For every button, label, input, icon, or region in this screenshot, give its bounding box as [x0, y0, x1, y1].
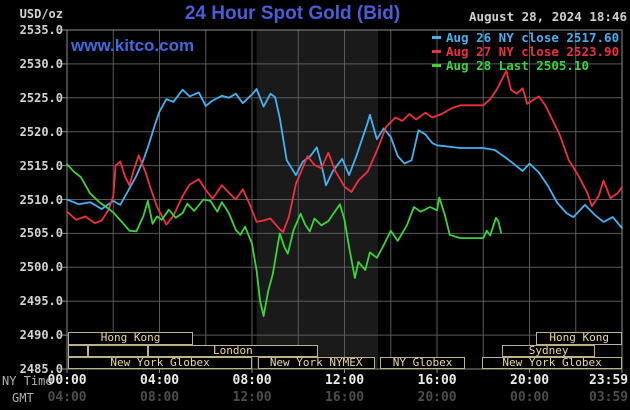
session-box-ny-globex: NY Globex [380, 356, 465, 369]
legend-item: Aug 26 NY close 2517.60 [432, 31, 619, 45]
session-box-new-york-globex: New York Globex [482, 356, 622, 369]
session-box-new-york-nymex: New York NYMEX [257, 356, 375, 369]
gmt-label: GMT [12, 391, 34, 405]
xtick-gmt-label: 03:59 [589, 390, 629, 405]
kitco-watermark-link[interactable]: www.kitco.com [71, 36, 195, 55]
session-box [68, 344, 88, 357]
y-tick-label: 2515.0 [19, 158, 63, 173]
legend-text: Aug 26 NY close 2517.60 [446, 30, 620, 45]
xtick-gmt-label: 00:00 [510, 390, 550, 405]
y-tick-label: 2500.0 [19, 260, 63, 275]
page-title: 24 Hour Spot Gold (Bid) [184, 3, 401, 24]
xtick-ny-label: 04:00 [140, 373, 180, 388]
xtick-ny-label: 16:00 [417, 373, 457, 388]
y-tick-label: 2535.0 [19, 23, 63, 37]
xtick-ny-label: 00:00 [47, 373, 87, 388]
y-tick-label: 2490.0 [19, 328, 63, 343]
xtick-ny-label: 08:00 [232, 373, 272, 388]
legend-text: Aug 27 NY close 2523.90 [446, 44, 620, 59]
usd-oz-label: USD/oz [19, 7, 63, 21]
legend-item: Aug 27 NY close 2523.90 [432, 45, 619, 59]
session-box-sydney: Sydney [501, 344, 596, 357]
xtick-gmt-label: 16:00 [325, 390, 365, 405]
xtick-gmt-label: 08:00 [140, 390, 180, 405]
ny-time-label: NY Time [2, 374, 53, 388]
xtick-ny-label: 12:00 [325, 373, 365, 388]
session-box-hong-kong: Hong Kong [536, 332, 622, 345]
xtick-gmt-label: 20:00 [417, 390, 457, 405]
series-line-1 [66, 69, 623, 233]
y-tick-label: 2520.0 [19, 124, 63, 139]
session-box-new-york-globex: New York Globex [68, 356, 252, 369]
legend-swatch-icon [432, 50, 441, 53]
y-tick-label: 2510.0 [19, 192, 63, 207]
y-tick-label: 2495.0 [19, 294, 63, 309]
session-box [87, 344, 148, 357]
y-tick-label: 2505.0 [19, 226, 63, 241]
series-line-0 [66, 88, 623, 229]
session-box-london: London [147, 344, 318, 357]
xtick-ny-label: 20:00 [510, 373, 550, 388]
xtick-gmt-label: 04:00 [47, 390, 87, 405]
datetime: August 28, 2024 18:46 [468, 9, 627, 24]
legend-text: Aug 28 Last 2505.10 [446, 58, 589, 73]
xtick-gmt-label: 12:00 [232, 390, 272, 405]
legend-swatch-icon [432, 36, 441, 39]
legend-swatch-icon [432, 64, 441, 67]
y-tick-label: 2485.0 [19, 362, 63, 376]
y-tick-label: 2530.0 [19, 56, 63, 71]
series-line-2 [66, 163, 503, 318]
legend-item: Aug 28 Last 2505.10 [432, 59, 619, 73]
xtick-ny-label: 23:59 [589, 373, 629, 388]
y-tick-label: 2525.0 [19, 90, 63, 105]
legend: Aug 26 NY close 2517.60 Aug 27 NY close 2… [432, 31, 619, 73]
session-box-hong-kong: Hong Kong [68, 332, 194, 345]
